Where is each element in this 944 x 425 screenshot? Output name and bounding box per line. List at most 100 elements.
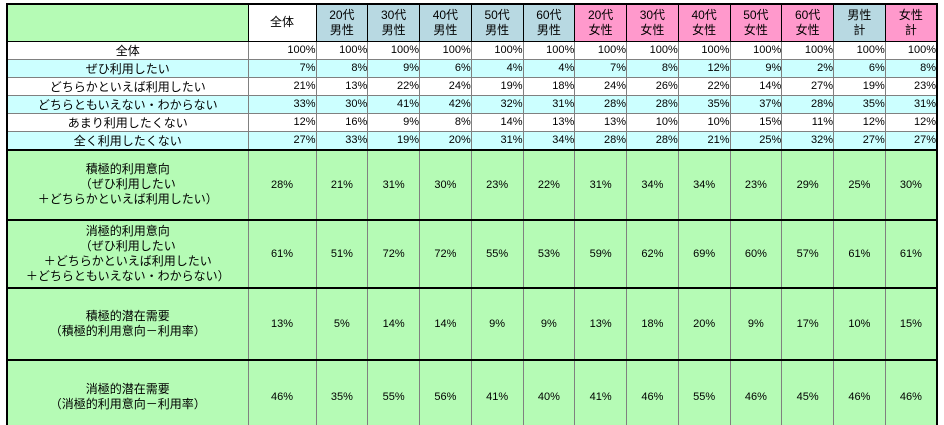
section-value-cell: 53% bbox=[522, 218, 576, 288]
value-cell: 100% bbox=[247, 40, 317, 60]
value-cell: 20% bbox=[419, 130, 472, 150]
value-cell: 4% bbox=[522, 58, 576, 78]
value-cell: 32% bbox=[470, 94, 524, 114]
value-cell: 7% bbox=[574, 58, 627, 78]
section-value-cell: 46% bbox=[247, 358, 317, 425]
value-cell: 35% bbox=[833, 94, 886, 114]
value-cell: 28% bbox=[626, 130, 679, 150]
value-cell: 28% bbox=[626, 94, 679, 114]
section-value-cell: 62% bbox=[626, 218, 679, 288]
row-label: どちらかといえば利用したい bbox=[6, 76, 249, 96]
value-cell: 100% bbox=[367, 40, 420, 60]
row-label: どちらともいえない・わからない bbox=[6, 94, 249, 114]
value-cell: 7% bbox=[247, 58, 317, 78]
value-cell: 21% bbox=[247, 76, 317, 96]
section-value-cell: 18% bbox=[626, 286, 679, 360]
value-cell: 8% bbox=[315, 58, 369, 78]
value-cell: 100% bbox=[626, 40, 679, 60]
value-cell: 100% bbox=[470, 40, 524, 60]
col-header: 30代 女性 bbox=[626, 3, 679, 42]
section-value-cell: 9% bbox=[729, 286, 783, 360]
col-header: 全体 bbox=[247, 3, 317, 42]
section-value-cell: 55% bbox=[367, 358, 420, 425]
value-cell: 27% bbox=[884, 130, 938, 150]
section-value-cell: 72% bbox=[419, 218, 472, 288]
section-value-cell: 30% bbox=[884, 148, 938, 220]
section-label: 積極的潜在需要 （積極的利用意向－利用率） bbox=[6, 286, 249, 360]
value-cell: 37% bbox=[729, 94, 783, 114]
value-cell: 12% bbox=[677, 58, 731, 78]
value-cell: 8% bbox=[884, 58, 938, 78]
section-value-cell: 45% bbox=[781, 358, 834, 425]
value-cell: 9% bbox=[367, 112, 420, 132]
col-header: 50代 男性 bbox=[470, 3, 524, 42]
value-cell: 18% bbox=[522, 76, 576, 96]
col-header: 女性 計 bbox=[884, 3, 938, 42]
survey-table: 全体 20代 男性 30代 男性 40代 男性 50代 男性 60代 男性 20代 女性 30… bbox=[6, 3, 938, 425]
value-cell: 100% bbox=[419, 40, 472, 60]
value-cell: 33% bbox=[315, 130, 369, 150]
section-value-cell: 23% bbox=[470, 148, 524, 220]
section-value-cell: 61% bbox=[833, 218, 886, 288]
section-value-cell: 41% bbox=[470, 358, 524, 425]
section-value-cell: 25% bbox=[833, 148, 886, 220]
col-header: 20代 男性 bbox=[315, 3, 369, 42]
value-cell: 31% bbox=[522, 94, 576, 114]
value-cell: 8% bbox=[419, 112, 472, 132]
value-cell: 100% bbox=[781, 40, 834, 60]
section-value-cell: 46% bbox=[884, 358, 938, 425]
value-cell: 27% bbox=[247, 130, 317, 150]
value-cell: 42% bbox=[419, 94, 472, 114]
value-cell: 6% bbox=[833, 58, 886, 78]
value-cell: 14% bbox=[729, 76, 783, 96]
col-header: 20代 女性 bbox=[574, 3, 627, 42]
value-cell: 4% bbox=[470, 58, 524, 78]
value-cell: 19% bbox=[470, 76, 524, 96]
section-value-cell: 72% bbox=[367, 218, 420, 288]
value-cell: 30% bbox=[315, 94, 369, 114]
value-cell: 25% bbox=[729, 130, 783, 150]
section-value-cell: 46% bbox=[729, 358, 783, 425]
value-cell: 15% bbox=[729, 112, 783, 132]
section-value-cell: 56% bbox=[419, 358, 472, 425]
value-cell: 12% bbox=[833, 112, 886, 132]
value-cell: 16% bbox=[315, 112, 369, 132]
value-cell: 100% bbox=[677, 40, 731, 60]
section-value-cell: 23% bbox=[729, 148, 783, 220]
section-value-cell: 40% bbox=[522, 358, 576, 425]
section-value-cell: 5% bbox=[315, 286, 369, 360]
value-cell: 31% bbox=[884, 94, 938, 114]
value-cell: 9% bbox=[729, 58, 783, 78]
value-cell: 100% bbox=[522, 40, 576, 60]
value-cell: 100% bbox=[833, 40, 886, 60]
col-header: 60代 男性 bbox=[522, 3, 576, 42]
value-cell: 33% bbox=[247, 94, 317, 114]
section-value-cell: 51% bbox=[315, 218, 369, 288]
value-cell: 35% bbox=[677, 94, 731, 114]
section-label: 積極的利用意向 （ぜひ利用したい ＋どちらかといえば利用したい） bbox=[6, 148, 249, 220]
section-value-cell: 55% bbox=[677, 358, 731, 425]
section-value-cell: 61% bbox=[884, 218, 938, 288]
value-cell: 23% bbox=[884, 76, 938, 96]
value-cell: 2% bbox=[781, 58, 834, 78]
section-value-cell: 46% bbox=[626, 358, 679, 425]
value-cell: 34% bbox=[522, 130, 576, 150]
value-cell: 11% bbox=[781, 112, 834, 132]
value-cell: 21% bbox=[677, 130, 731, 150]
section-value-cell: 46% bbox=[833, 358, 886, 425]
section-value-cell: 17% bbox=[781, 286, 834, 360]
value-cell: 13% bbox=[574, 112, 627, 132]
section-value-cell: 29% bbox=[781, 148, 834, 220]
value-cell: 22% bbox=[677, 76, 731, 96]
section-value-cell: 9% bbox=[522, 286, 576, 360]
section-value-cell: 9% bbox=[470, 286, 524, 360]
row-label: 全く利用したくない bbox=[6, 130, 249, 150]
row-label: 全体 bbox=[6, 40, 249, 60]
col-header: 60代 女性 bbox=[781, 3, 834, 42]
value-cell: 32% bbox=[781, 130, 834, 150]
value-cell: 31% bbox=[470, 130, 524, 150]
section-value-cell: 55% bbox=[470, 218, 524, 288]
section-value-cell: 15% bbox=[884, 286, 938, 360]
section-value-cell: 41% bbox=[574, 358, 627, 425]
